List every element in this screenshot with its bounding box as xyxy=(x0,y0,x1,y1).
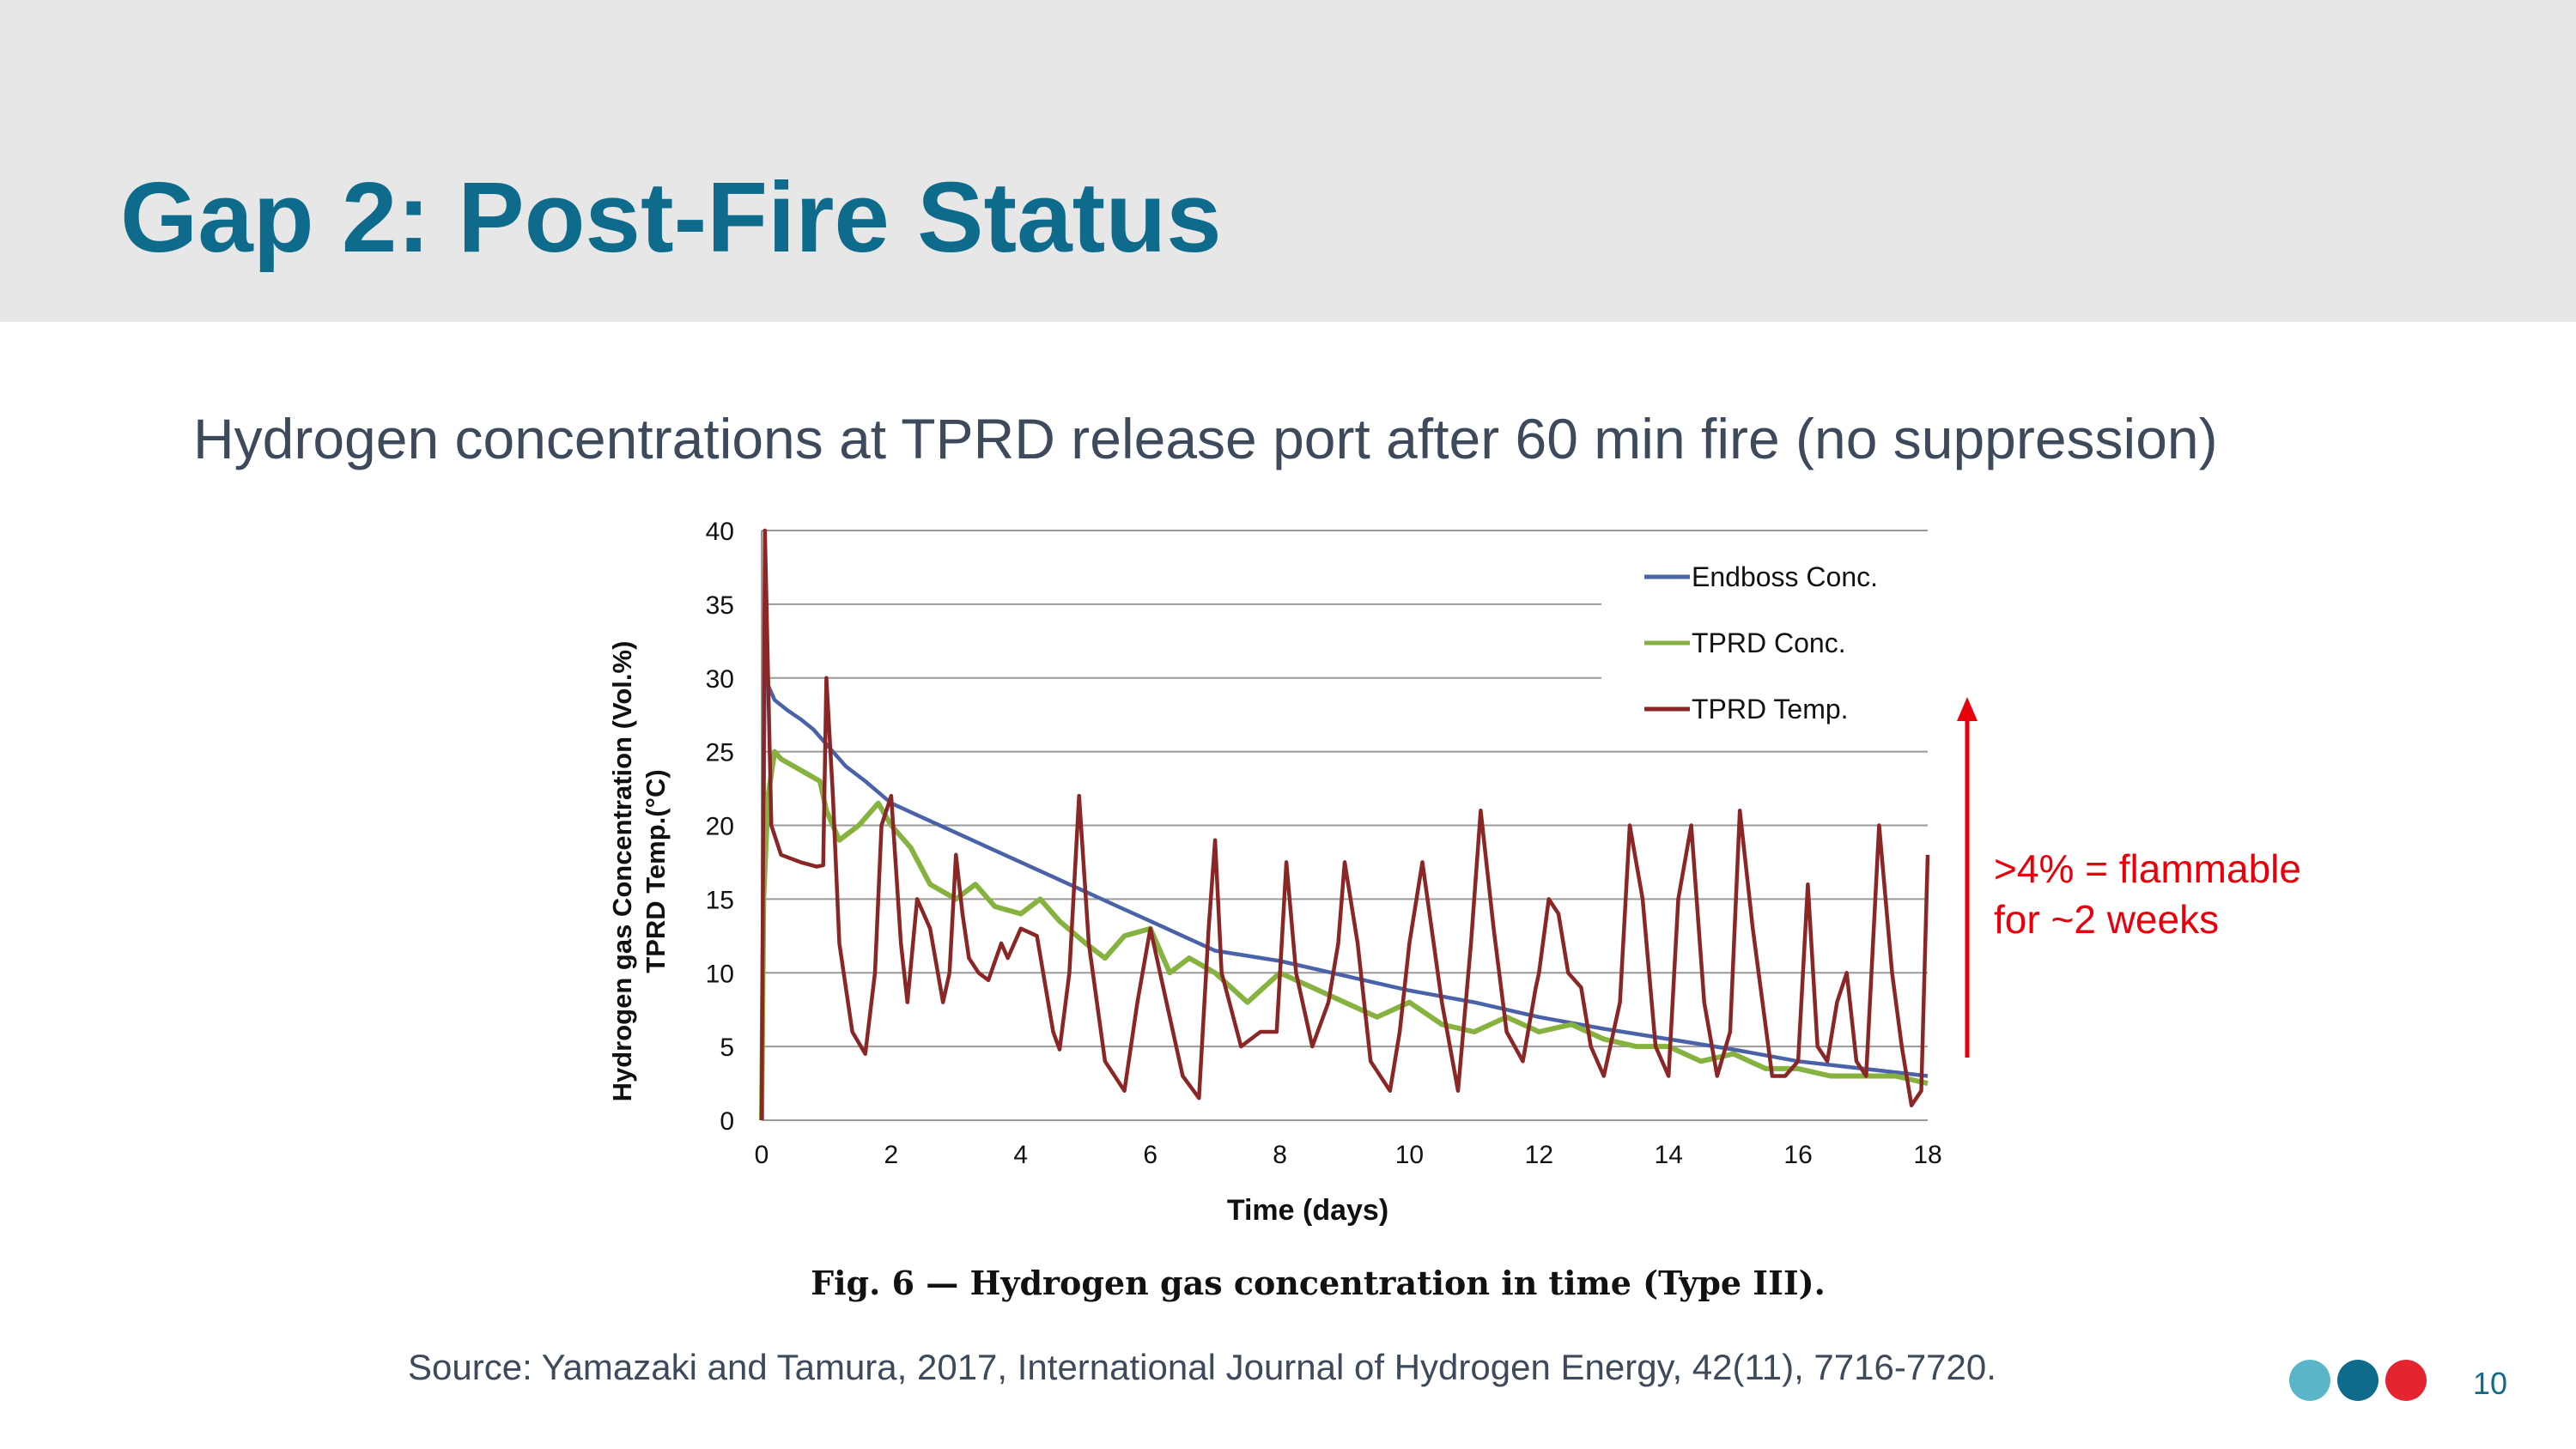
annotation-label: >4% = flammable xyxy=(1994,846,2301,891)
header-band xyxy=(0,0,2576,322)
y-tick-label: 20 xyxy=(706,813,734,841)
legend-label: TPRD Conc. xyxy=(1692,627,1846,658)
source-citation: Source: Yamazaki and Tamura, 2017, Inter… xyxy=(408,1347,1996,1387)
x-tick-label: 16 xyxy=(1783,1141,1812,1169)
x-tick-label: 10 xyxy=(1395,1141,1424,1169)
x-tick-label: 14 xyxy=(1655,1141,1683,1169)
series-line-0 xyxy=(759,639,1929,1121)
x-tick-label: 12 xyxy=(1525,1141,1553,1169)
x-tick-label: 6 xyxy=(1143,1141,1157,1169)
y-tick-label: 40 xyxy=(706,518,734,546)
x-tick-label: 2 xyxy=(884,1141,899,1169)
y-tick-label: 35 xyxy=(706,591,734,620)
brand-dot-teal xyxy=(2289,1360,2330,1401)
legend-label: Endboss Conc. xyxy=(1692,561,1878,592)
y-tick-label: 0 xyxy=(720,1107,734,1136)
annotation-arrow xyxy=(1957,697,1978,1058)
y-tick-label: 10 xyxy=(706,960,734,988)
series-line-1 xyxy=(759,749,1929,1121)
brand-dot-blue xyxy=(2337,1360,2379,1401)
legend-label: TPRD Temp. xyxy=(1692,694,1849,724)
x-tick-label: 4 xyxy=(1013,1141,1028,1169)
y-tick-label: 5 xyxy=(720,1034,734,1062)
series-line-2 xyxy=(759,528,1930,1121)
y-axis-label: Hydrogen gas Concentration (Vol.%) xyxy=(607,641,637,1102)
slide-subtitle: Hydrogen concentrations at TPRD release … xyxy=(193,407,2218,470)
slide-title: Gap 2: Post-Fire Status xyxy=(120,161,1222,273)
figure-caption: Fig. 6 — Hydrogen gas concentration in t… xyxy=(811,1264,1826,1302)
x-axis-label: Time (days) xyxy=(1227,1194,1388,1227)
x-tick-label: 18 xyxy=(1913,1141,1941,1169)
annotation-label-line-2: for ~2 weeks xyxy=(1994,897,2219,942)
x-tick-label: 0 xyxy=(755,1141,769,1169)
y-tick-label: 15 xyxy=(706,886,734,914)
x-tick-label: 8 xyxy=(1273,1141,1287,1169)
y-tick-label: 25 xyxy=(706,739,734,767)
y-axis-label-secondary: TPRD Temp.(°C) xyxy=(641,769,671,973)
y-tick-label: 30 xyxy=(706,665,734,694)
page-number: 10 xyxy=(2473,1366,2508,1401)
brand-dot-red xyxy=(2385,1360,2427,1401)
